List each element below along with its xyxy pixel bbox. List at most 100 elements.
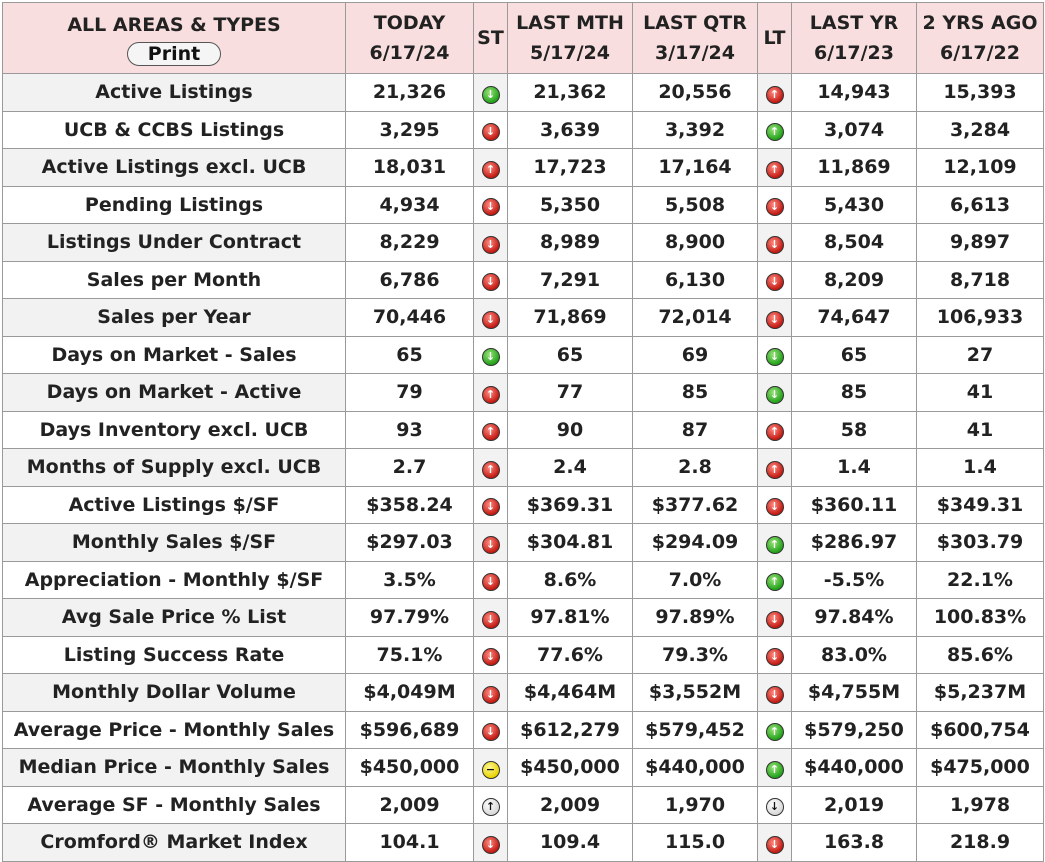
table-row[interactable]: Active Listings excl. UCB 18,031 ↑ 17,723 17…	[2, 148, 1044, 187]
print-button[interactable]: Print	[126, 42, 222, 66]
value-last-year: 3,074	[791, 110, 917, 149]
value-last-year: 8,209	[791, 260, 917, 299]
table-row[interactable]: Appreciation - Monthly $/SF 3.5% ↓ 8.6% 7.0%…	[2, 560, 1044, 599]
value-last-month: 109.4	[507, 823, 633, 862]
column-header-two-years-ago[interactable]: 2 YRS AGO 6/17/22	[916, 2, 1044, 74]
table-row[interactable]: Active Listings 21,326 ↓ 21,362 20,556 ↑ 14,94…	[2, 73, 1044, 112]
row-label: Active Listings $/SF	[2, 485, 346, 524]
red-arrow-down-icon: ↓	[481, 610, 500, 629]
short-term-indicator: ↓	[473, 673, 508, 712]
value-last-year: $286.97	[791, 523, 917, 562]
value-today: 21,326	[345, 73, 474, 112]
short-term-indicator: ↓	[473, 523, 508, 562]
value-today: 93	[345, 410, 474, 449]
table-row[interactable]: UCB & CCBS Listings 3,295 ↓ 3,639 3,392 ↑ 3,07…	[2, 110, 1044, 149]
green-arrow-down-icon: ↓	[481, 85, 500, 104]
column-header-last-year[interactable]: LAST YR 6/17/23	[791, 2, 917, 74]
table-row[interactable]: Days Inventory excl. UCB 93 ↑ 90 87 ↑ 58 41	[2, 410, 1044, 449]
green-arrow-up-icon: ↑	[765, 123, 784, 142]
table-row[interactable]: Average Price - Monthly Sales $596,689 ↓ $6…	[2, 710, 1044, 749]
table-row[interactable]: Listings Under Contract 8,229 ↓ 8,989 8,900 ↓…	[2, 223, 1044, 262]
value-last-quarter: 5,508	[632, 185, 758, 224]
long-term-indicator: ↓	[757, 598, 792, 637]
red-arrow-down-icon: ↓	[481, 235, 500, 254]
value-last-month: $612,279	[507, 710, 633, 749]
red-arrow-up-icon: ↑	[481, 423, 500, 442]
table-row[interactable]: Average SF - Monthly Sales 2,009 ↑ 2,009 1,9…	[2, 785, 1044, 824]
red-arrow-down-icon: ↓	[481, 198, 500, 217]
table-row[interactable]: Sales per Month 6,786 ↓ 7,291 6,130 ↓ 8,209 8,7…	[2, 260, 1044, 299]
column-header-lt[interactable]: LT	[757, 2, 792, 74]
value-last-quarter: 72,014	[632, 298, 758, 337]
value-last-year: $440,000	[791, 748, 917, 787]
column-header-last-month[interactable]: LAST MTH 5/17/24	[507, 2, 633, 74]
red-arrow-down-icon: ↓	[765, 498, 784, 517]
table-row[interactable]: Cromford® Market Index 104.1 ↓ 109.4 115.0 ↓ 1…	[2, 823, 1044, 862]
column-title: LAST YR	[809, 12, 899, 34]
table-row[interactable]: Avg Sale Price % List 97.79% ↓ 97.81% 97.89%…	[2, 598, 1044, 637]
value-last-month: $369.31	[507, 485, 633, 524]
short-term-indicator: ↓	[473, 260, 508, 299]
long-term-indicator: ↑	[757, 73, 792, 112]
red-arrow-up-icon: ↑	[481, 460, 500, 479]
value-today: 6,786	[345, 260, 474, 299]
value-two-years-ago: $475,000	[916, 748, 1044, 787]
row-label: Active Listings	[2, 73, 346, 112]
red-arrow-down-icon: ↓	[765, 685, 784, 704]
value-last-month: 97.81%	[507, 598, 633, 637]
table-row[interactable]: Months of Supply excl. UCB 2.7 ↑ 2.4 2.8 ↑ 1.4…	[2, 448, 1044, 487]
value-two-years-ago: 22.1%	[916, 560, 1044, 599]
green-arrow-up-icon: ↑	[765, 723, 784, 742]
short-term-indicator: ↓	[473, 823, 508, 862]
value-last-month: 71,869	[507, 298, 633, 337]
row-label: Months of Supply excl. UCB	[2, 448, 346, 487]
value-last-year: $360.11	[791, 485, 917, 524]
table-row[interactable]: Days on Market - Active 79 ↑ 77 85 ↓ 85 41	[2, 373, 1044, 412]
value-two-years-ago: 1,978	[916, 785, 1044, 824]
long-term-indicator: ↑	[757, 560, 792, 599]
table-row[interactable]: Monthly Sales $/SF $297.03 ↓ $304.81 $294.09…	[2, 523, 1044, 562]
red-arrow-up-icon: ↑	[765, 423, 784, 442]
value-last-quarter: 2.8	[632, 448, 758, 487]
value-last-year: $4,755M	[791, 673, 917, 712]
value-two-years-ago: 9,897	[916, 223, 1044, 262]
long-term-indicator: ↑	[757, 448, 792, 487]
table-row[interactable]: Median Price - Monthly Sales $450,000− $45…	[2, 748, 1044, 787]
row-label: Listings Under Contract	[2, 223, 346, 262]
table-row[interactable]: Sales per Year 70,446 ↓ 71,869 72,014 ↓ 74,647…	[2, 298, 1044, 337]
long-term-indicator: ↑	[757, 410, 792, 449]
column-title: LAST MTH	[516, 12, 624, 34]
value-last-month: $4,464M	[507, 673, 633, 712]
value-today: 75.1%	[345, 635, 474, 674]
green-arrow-up-icon: ↑	[765, 760, 784, 779]
value-last-quarter: 97.89%	[632, 598, 758, 637]
red-arrow-down-icon: ↓	[481, 535, 500, 554]
value-last-quarter: 20,556	[632, 73, 758, 112]
table-row[interactable]: Monthly Dollar Volume $4,049M ↓ $4,464M $3,5…	[2, 673, 1044, 712]
white-arrow-up-icon: ↑	[481, 798, 500, 817]
white-arrow-down-icon: ↓	[765, 798, 784, 817]
column-title: TODAY	[373, 12, 446, 34]
table-row[interactable]: Pending Listings 4,934 ↓ 5,350 5,508 ↓ 5,430 6,…	[2, 185, 1044, 224]
short-term-indicator: ↑	[473, 785, 508, 824]
row-label: Median Price - Monthly Sales	[2, 748, 346, 787]
value-two-years-ago: $303.79	[916, 523, 1044, 562]
value-last-year: 85	[791, 373, 917, 412]
value-last-quarter: 87	[632, 410, 758, 449]
column-header-st[interactable]: ST	[473, 2, 508, 74]
value-last-quarter: 115.0	[632, 823, 758, 862]
short-term-indicator: ↓	[473, 710, 508, 749]
table-row[interactable]: Days on Market - Sales 65 ↓ 65 69 ↓ 65 27	[2, 335, 1044, 374]
value-last-year: 2,019	[791, 785, 917, 824]
long-term-indicator: ↓	[757, 785, 792, 824]
table-row[interactable]: Active Listings $/SF $358.24 ↓ $369.31 $377.…	[2, 485, 1044, 524]
short-term-indicator: ↓	[473, 635, 508, 674]
value-last-year: 83.0%	[791, 635, 917, 674]
column-header-last-quarter[interactable]: LAST QTR 3/17/24	[632, 2, 758, 74]
value-last-year: 97.84%	[791, 598, 917, 637]
short-term-indicator: ↑	[473, 373, 508, 412]
column-header-today[interactable]: TODAY 6/17/24	[345, 2, 474, 74]
table-row[interactable]: Listing Success Rate 75.1% ↓ 77.6% 79.3% ↓ 83.…	[2, 635, 1044, 674]
header-title-cell: ALL AREAS & TYPES Print	[2, 2, 346, 74]
value-last-quarter: $294.09	[632, 523, 758, 562]
